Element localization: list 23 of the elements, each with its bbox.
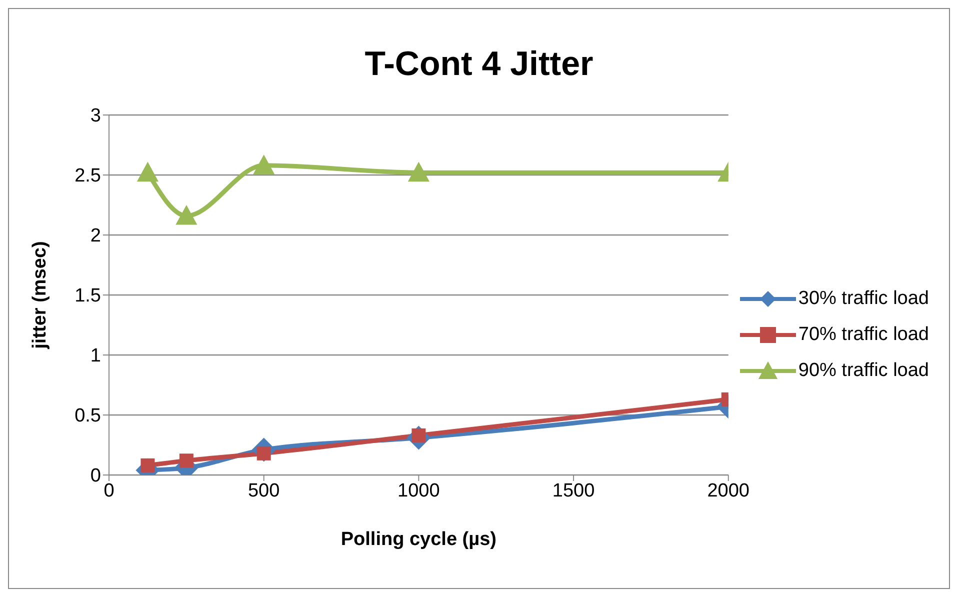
chart-title: T-Cont 4 Jitter (364, 45, 594, 85)
legend-label: 70% traffic load (798, 324, 929, 346)
y-tick-label: 1.5 (74, 286, 101, 307)
y-tick-label: 0 (90, 466, 101, 487)
x-tick-label: 1500 (552, 480, 595, 502)
x-tick-label: 500 (248, 480, 280, 502)
y-tick-label: 1 (90, 346, 101, 367)
legend-label: 90% traffic load (798, 360, 929, 382)
x-tick-label: 1000 (398, 480, 440, 502)
legend-label: 30% traffic load (798, 288, 929, 310)
point (179, 454, 194, 468)
x-tick-label: 2000 (707, 480, 750, 502)
point (408, 162, 430, 182)
y-tick-label: 2 (90, 226, 101, 247)
x-tick-label: 0 (104, 480, 114, 502)
y-axis-title: jitter (msec) (30, 241, 51, 350)
y-tick-label: 3 (90, 106, 101, 127)
point (176, 205, 198, 225)
x-axis-title: Polling cycle (µs) (340, 529, 496, 550)
point (253, 154, 275, 174)
point (136, 162, 159, 182)
y-tick-label: 2.5 (74, 166, 101, 187)
y-tick-label: 0.5 (74, 406, 101, 427)
